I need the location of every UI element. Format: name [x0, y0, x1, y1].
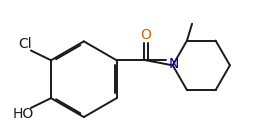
Text: HO: HO: [12, 107, 34, 121]
Text: O: O: [141, 28, 151, 42]
Text: N: N: [169, 57, 179, 71]
Text: Cl: Cl: [18, 37, 32, 51]
